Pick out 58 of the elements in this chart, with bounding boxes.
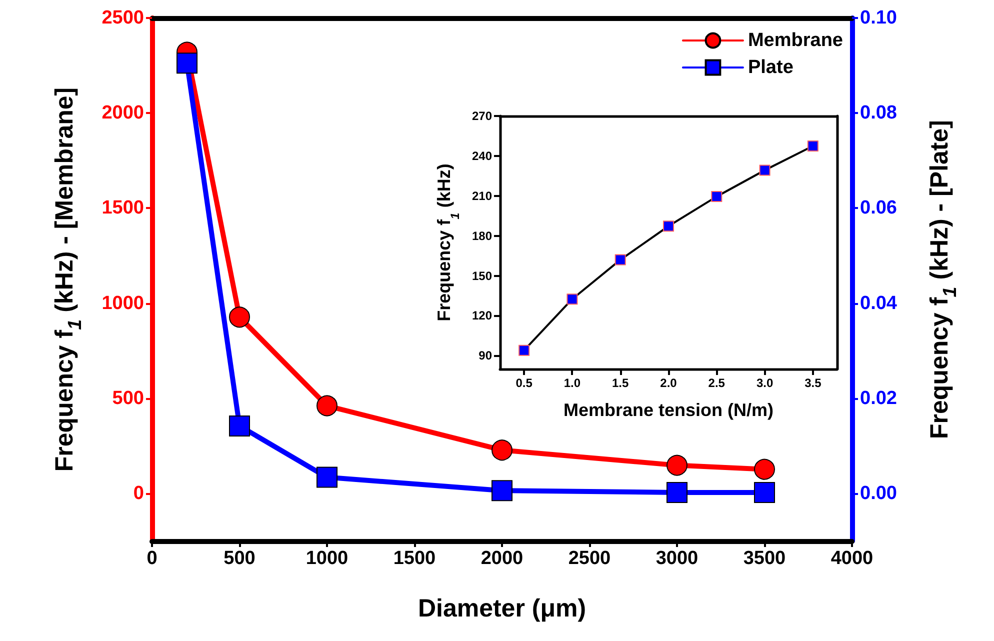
y-axis-title: Frequency f1 (kHz) [434,164,462,322]
point [229,306,250,328]
y-tick-label: 90 [478,348,492,363]
point [759,164,770,176]
point [229,415,250,436]
x-tick-label: 1.0 [564,376,581,390]
y-tick-label: 2000 [102,102,144,124]
point [316,466,338,488]
y-tick-label: 210 [472,188,492,203]
x-tick-label: 4000 [830,548,874,569]
x-tick-label: 3.5 [804,376,822,390]
point [663,220,674,232]
point [566,294,578,305]
y-tick-label: 240 [472,148,492,163]
point [492,440,512,461]
y-tick-label: 1500 [102,198,144,219]
x-tick-label: 500 [224,548,256,569]
point [316,395,338,416]
point [754,458,775,480]
legend-label: Membrane [748,30,844,51]
x-tick-label: 0 [146,548,158,569]
point [754,482,775,504]
y-tick-label: 120 [472,308,492,323]
legend-label: Plate [748,57,794,78]
point [807,140,818,152]
x-axis-title: Membrane tension (N/m) [563,400,774,420]
y2-tick-label: 0.02 [860,388,897,409]
x-tick-label: 3000 [656,548,698,569]
y2-axis-title: Frequency f1 (kHz) - [Plate] [926,120,961,439]
y2-tick-label: 0.08 [860,102,897,124]
y2-tick-label: 0.10 [860,8,897,28]
point [666,482,688,504]
point [492,480,512,502]
x-tick-label: 0.5 [516,376,533,390]
x-tick-label: 2.5 [708,376,726,390]
x-tick-label: 2.0 [660,376,678,390]
x-tick-label: 3.0 [756,376,774,390]
y-tick-label: 150 [472,268,492,283]
y-tick-label: 0 [133,482,144,504]
x-axis-title: Diameter (μm) [418,594,586,622]
x-tick-label: 2500 [568,548,611,569]
y2-tick-label: 0.00 [860,482,897,504]
y-tick-label: 2500 [102,8,144,28]
y2-tick-label: 0.06 [860,198,897,219]
point [518,344,530,356]
x-tick-label: 1.5 [612,376,630,390]
y2-tick-label: 0.04 [860,292,898,314]
point [711,191,722,202]
y-axis-title: Frequency f1 (kHz) - [Membrane] [50,87,86,472]
x-tick-label: 1500 [393,548,436,569]
point [614,254,626,266]
point [176,52,198,74]
x-tick-label: 1000 [306,548,348,569]
y-tick-label: 1000 [102,292,144,314]
y-tick-label: 270 [472,109,492,123]
y-tick-label: 180 [472,228,492,243]
point [666,454,688,476]
x-tick-label: 3500 [743,548,786,569]
